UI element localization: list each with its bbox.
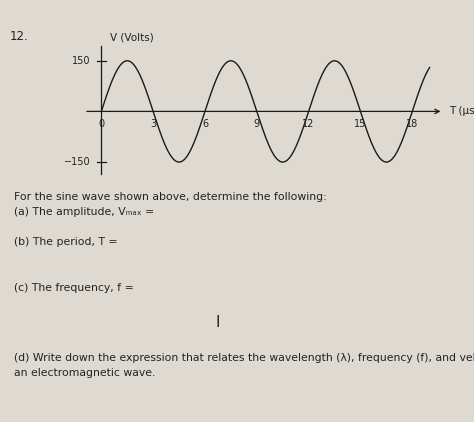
Text: −150: −150	[64, 157, 91, 167]
Text: (c) The frequency, f =: (c) The frequency, f =	[14, 283, 134, 293]
Text: 6: 6	[202, 119, 208, 129]
Text: 9: 9	[254, 119, 260, 129]
Text: an electromagnetic wave.: an electromagnetic wave.	[14, 368, 155, 378]
Text: 150: 150	[73, 56, 91, 66]
Text: 3: 3	[150, 119, 156, 129]
Text: (a) The amplitude, Vₘₐₓ =: (a) The amplitude, Vₘₐₓ =	[14, 207, 155, 217]
Text: V (Volts): V (Volts)	[110, 32, 154, 42]
Text: 15: 15	[354, 119, 367, 129]
Text: 12: 12	[302, 119, 315, 129]
Text: (b) The period, T =: (b) The period, T =	[14, 237, 118, 247]
Text: For the sine wave shown above, determine the following:: For the sine wave shown above, determine…	[14, 192, 327, 203]
Text: I: I	[216, 315, 220, 330]
Text: 18: 18	[406, 119, 419, 129]
Text: 12.: 12.	[9, 30, 28, 43]
Text: (d) Write down the expression that relates the wavelength (λ), frequency (f), an: (d) Write down the expression that relat…	[14, 353, 474, 363]
Text: 0: 0	[98, 119, 104, 129]
Text: T (μs): T (μs)	[448, 106, 474, 116]
